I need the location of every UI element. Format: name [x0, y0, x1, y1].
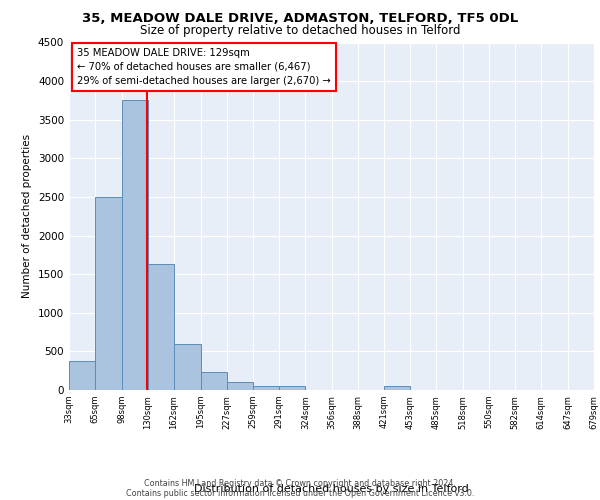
Text: Contains public sector information licensed under the Open Government Licence v3: Contains public sector information licen…: [126, 488, 474, 498]
Bar: [385, 386, 410, 390]
Text: 35, MEADOW DALE DRIVE, ADMASTON, TELFORD, TF5 0DL: 35, MEADOW DALE DRIVE, ADMASTON, TELFORD…: [82, 12, 518, 26]
Bar: [253, 386, 278, 390]
Bar: [122, 100, 148, 390]
Text: 35 MEADOW DALE DRIVE: 129sqm
← 70% of detached houses are smaller (6,467)
29% of: 35 MEADOW DALE DRIVE: 129sqm ← 70% of de…: [77, 48, 331, 86]
Y-axis label: Number of detached properties: Number of detached properties: [22, 134, 32, 298]
Bar: [278, 386, 305, 390]
Bar: [148, 264, 174, 390]
Text: Size of property relative to detached houses in Telford: Size of property relative to detached ho…: [140, 24, 460, 37]
Text: Contains HM Land Registry data © Crown copyright and database right 2024.: Contains HM Land Registry data © Crown c…: [144, 478, 456, 488]
X-axis label: Distribution of detached houses by size in Telford: Distribution of detached houses by size …: [194, 484, 469, 494]
Bar: [174, 344, 200, 390]
Bar: [95, 197, 122, 390]
Bar: [69, 360, 95, 390]
Bar: [227, 382, 253, 390]
Bar: [200, 372, 227, 390]
